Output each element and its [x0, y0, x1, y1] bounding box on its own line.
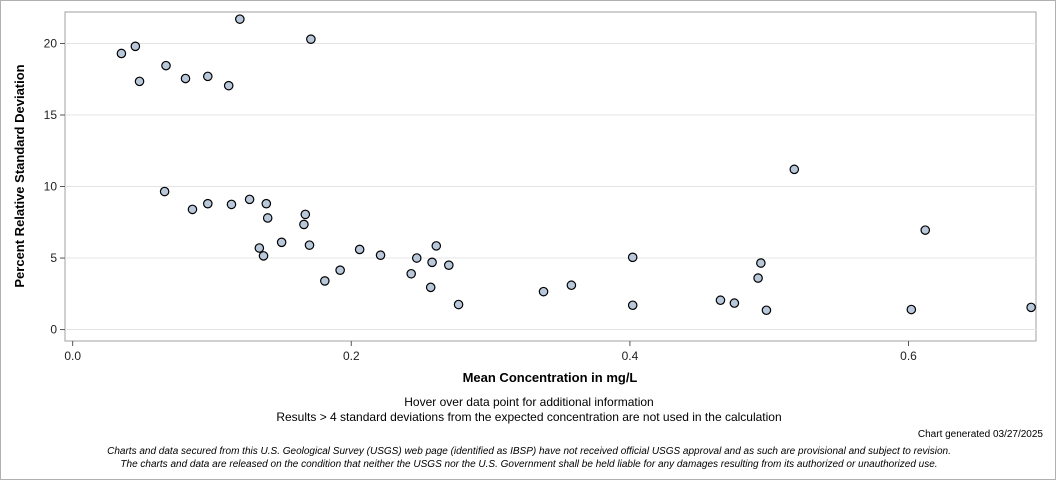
gridlines — [65, 42, 1036, 331]
data-point — [444, 260, 454, 270]
results-note: Results > 4 standard deviations from the… — [276, 410, 782, 424]
data-point — [276, 237, 287, 248]
data-point — [226, 199, 237, 210]
disclaimer-line-2: The charts and data are released on the … — [120, 459, 938, 470]
data-point — [304, 240, 315, 250]
data-point — [299, 219, 309, 230]
data-point — [306, 34, 316, 44]
data-point — [159, 186, 170, 197]
data-point — [254, 243, 265, 253]
data-point — [729, 298, 740, 308]
disclaimer-line-1: Charts and data secured from this U.S. G… — [107, 446, 951, 457]
data-point — [235, 14, 245, 24]
data-point — [161, 60, 171, 71]
data-point — [756, 258, 766, 268]
data-point — [566, 280, 577, 291]
disclaimer: Charts and data secured from this U.S. G… — [1, 445, 1055, 471]
plot-area — [64, 11, 1037, 342]
data-point — [130, 41, 141, 52]
data-point — [425, 282, 436, 293]
x-tick-label: 0.0 — [64, 349, 81, 363]
x-tick-label: 0.4 — [622, 349, 639, 363]
data-point — [920, 225, 931, 235]
data-point — [134, 76, 145, 87]
data-point — [116, 48, 127, 59]
x-axis-ticks: 0.0 0.2 0.4 0.6 — [64, 341, 917, 363]
data-point — [411, 253, 422, 263]
y-tick-label: 15 — [44, 108, 58, 122]
y-axis-title: Percent Relative Standard Deviation — [12, 64, 27, 287]
data-point — [431, 241, 442, 251]
data-point — [335, 265, 345, 275]
y-tick-label: 20 — [44, 36, 58, 50]
x-tick-label: 0.2 — [343, 349, 360, 363]
data-point — [761, 305, 772, 316]
x-axis-title: Mean Concentration in mg/L — [463, 370, 638, 385]
data-point — [223, 80, 234, 91]
data-point — [202, 71, 213, 82]
x-tick-label: 0.6 — [900, 349, 917, 363]
data-point — [244, 194, 255, 205]
data-point — [187, 204, 198, 215]
y-axis-ticks: 0 5 10 15 20 — [44, 36, 65, 337]
data-point — [354, 244, 365, 255]
data-points — [116, 14, 1036, 316]
data-point — [789, 164, 800, 175]
data-point — [375, 250, 386, 260]
y-tick-label: 10 — [44, 180, 58, 194]
chart-generated-date: Chart generated 03/27/2025 — [917, 429, 1043, 440]
y-tick-label: 0 — [50, 323, 57, 337]
data-point — [627, 300, 638, 311]
data-point — [261, 198, 272, 209]
data-point — [406, 268, 416, 279]
data-point — [715, 295, 726, 306]
data-point — [427, 257, 437, 268]
data-point — [262, 213, 273, 223]
data-point — [538, 286, 549, 297]
data-point — [453, 299, 464, 310]
data-point — [320, 276, 330, 286]
y-tick-label: 5 — [50, 251, 57, 265]
data-point — [258, 251, 269, 261]
data-point — [627, 252, 638, 263]
data-point — [906, 304, 917, 315]
data-point — [300, 209, 311, 220]
hover-note: Hover over data point for additional inf… — [404, 395, 654, 409]
data-point — [1026, 302, 1036, 313]
data-point — [180, 73, 191, 84]
data-point — [753, 273, 763, 283]
data-point — [202, 198, 213, 209]
